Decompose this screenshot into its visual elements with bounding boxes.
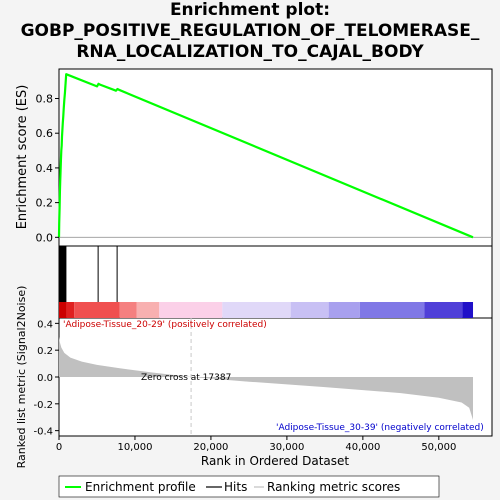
es-y-tick-label: 0.4 (36, 162, 54, 175)
x-tick-label: 40,000 (345, 442, 380, 453)
rank-color-band-segment (290, 302, 329, 318)
x-tick-label: 50,000 (421, 442, 456, 453)
legend-box (58, 475, 440, 498)
metric-y-axis-label: Ranked list metric (Signal2Noise) (15, 286, 28, 469)
es-profile-line (57, 73, 474, 239)
metric-y-tick-label: 0.4 (37, 319, 53, 330)
x-tick-label: 10,000 (117, 442, 152, 453)
hits-layer (59, 246, 474, 318)
neg-correlated-label: 'Adipose-Tissue_30-39' (negatively corre… (276, 423, 484, 433)
ranked-metric-area (59, 336, 473, 420)
es-layer (57, 73, 492, 239)
title-line-2: GOBP_POSITIVE_REGULATION_OF_TELOMERASE_ (20, 21, 480, 41)
title-line-3: RNA_LOCALIZATION_TO_CAJAL_BODY (76, 42, 424, 62)
x-tick-label: 0 (56, 442, 62, 453)
metric-y-tick-label: 0.2 (37, 346, 53, 357)
title-line-1: Enrichment plot: (169, 0, 331, 20)
chart-title: Enrichment plot: GOBP_POSITIVE_REGULATIO… (0, 0, 500, 63)
rank-color-band-segment (74, 302, 120, 318)
es-y-tick-label: 0.8 (36, 93, 54, 106)
legend-metric-label: Ranking metric scores (267, 480, 400, 494)
axes-layer: 0.0 0.2 0.4 0.6 0.8 -0.4 -0.2 0.0 0.2 0.4 0 10,000 2… (33, 93, 456, 454)
metric-layer (59, 318, 473, 436)
zero-cross-label: Zero cross at 17387 (141, 373, 231, 383)
rank-color-band-segment (159, 302, 223, 318)
es-panel-frame (58, 68, 493, 247)
rank-color-band-segment (424, 302, 463, 318)
rank-color-band-segment (462, 302, 474, 318)
es-y-tick-label: 0.0 (36, 231, 54, 244)
rank-color-band-segment (59, 302, 67, 318)
x-tick-label: 20,000 (193, 442, 228, 453)
rank-color-band-segment (328, 302, 360, 318)
x-axis-label: Rank in Ordered Dataset (201, 454, 349, 468)
x-tick-label: 30,000 (269, 442, 304, 453)
legend-es-label: Enrichment profile (85, 480, 196, 494)
rank-color-band-segment (222, 302, 291, 318)
es-y-axis-label: Enrichment score (ES) (15, 85, 30, 230)
rank-color-band-segment (136, 302, 160, 318)
es-y-tick-label: 0.6 (36, 127, 54, 140)
pos-correlated-label: 'Adipose-Tissue_20-29' (positively corre… (63, 320, 267, 330)
rank-color-band-segment (119, 302, 137, 318)
metric-y-tick-label: -0.4 (33, 427, 53, 438)
metric-y-tick-label: -0.2 (33, 400, 53, 411)
es-y-tick-label: 0.2 (36, 197, 54, 210)
rank-color-band-segment (359, 302, 425, 318)
metric-y-tick-label: 0.0 (37, 373, 53, 384)
legend-hits-label: Hits (224, 480, 247, 494)
rank-color-band-segment (66, 302, 75, 318)
